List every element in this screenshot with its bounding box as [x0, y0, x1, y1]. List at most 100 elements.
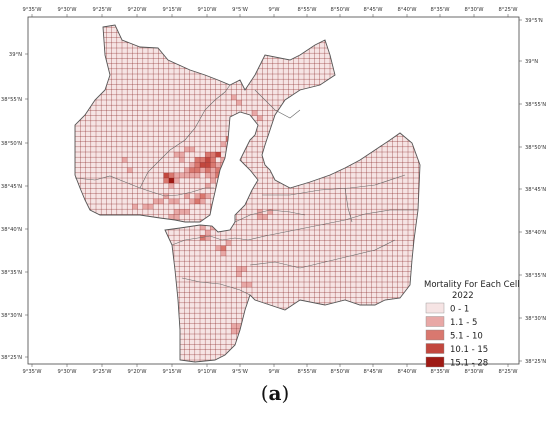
mortality-cell	[205, 235, 211, 241]
legend-title-line1: Mortality For Each Cell	[424, 280, 520, 290]
mortality-cell	[200, 162, 206, 168]
mortality-cell	[231, 328, 237, 334]
left-tick-label: 38°45'N	[1, 184, 22, 190]
mortality-cell	[236, 266, 242, 272]
mortality-cell	[220, 141, 226, 147]
mortality-cell	[179, 157, 185, 163]
bottom-tick-label: 8°25'W	[498, 369, 517, 375]
bottom-tick-label: 9°35'W	[22, 369, 41, 375]
mortality-cell	[257, 214, 263, 220]
axis-ticks	[25, 14, 522, 367]
mortality-cell	[200, 167, 206, 173]
mortality-cell	[220, 172, 226, 178]
mortality-cell	[174, 178, 180, 184]
legend-swatch	[425, 329, 445, 341]
study-area-outline	[74, 24, 421, 363]
mortality-cell	[132, 204, 138, 210]
mortality-cell	[189, 162, 195, 168]
bottom-tick-label: 8°55'W	[297, 369, 316, 375]
legend-swatch	[425, 343, 445, 354]
bottom-tick-label: 8°50'W	[330, 369, 349, 375]
mortality-cell	[215, 245, 221, 251]
mortality-cell	[179, 172, 185, 178]
mortality-cell	[210, 152, 216, 158]
mortality-cell	[168, 172, 174, 178]
mortality-cell	[215, 162, 221, 168]
mortality-cell	[127, 167, 133, 173]
bottom-tick-label: 8°35'W	[430, 369, 449, 375]
mortality-cell	[168, 198, 174, 204]
mortality-cell	[236, 271, 242, 277]
study-area-land	[75, 25, 420, 362]
left-tick-label: 38°30'N	[1, 313, 22, 319]
mortality-cell	[220, 245, 226, 251]
legend-label: 10.1 - 15	[450, 345, 488, 355]
mortality-cell	[163, 172, 169, 178]
top-tick-label: 9°10'W	[197, 7, 216, 13]
top-tick-label: 8°30'W	[464, 7, 483, 13]
mortality-cell	[205, 167, 211, 173]
mortality-cell	[153, 198, 159, 204]
mortality-cell	[210, 172, 216, 178]
mortality-cell	[241, 115, 247, 121]
mortality-cell	[174, 172, 180, 178]
mortality-cell	[194, 198, 200, 204]
mortality-cell	[205, 157, 211, 163]
legend-swatch	[425, 356, 445, 368]
mortality-cell	[220, 250, 226, 256]
right-tick-label: 38°45'N	[525, 187, 546, 193]
mortality-cell	[215, 172, 221, 178]
mortality-cell	[231, 126, 237, 132]
mortality-cell	[236, 131, 242, 137]
top-tick-label: 8°55'W	[297, 7, 316, 13]
mortality-cell	[236, 328, 242, 334]
mortality-cell	[142, 204, 148, 210]
bottom-tick-label: 8°40'W	[397, 369, 416, 375]
mortality-cell	[200, 235, 206, 241]
mortality-cell	[122, 157, 128, 163]
mortality-cell	[220, 157, 226, 163]
legend-label: 0 - 1	[450, 305, 469, 315]
right-tick-label: 38°30'N	[525, 316, 546, 322]
mortality-cell	[215, 152, 221, 158]
mortality-cell	[231, 136, 237, 142]
top-tick-label: 8°25'W	[498, 7, 517, 13]
mortality-cell	[210, 157, 216, 163]
mortality-cell	[189, 167, 195, 173]
legend-title-line2: 2022	[452, 291, 474, 301]
mortality-cell	[174, 209, 180, 215]
mortality-cell	[262, 214, 268, 220]
mortality-cell	[200, 193, 206, 199]
right-tick-label: 38°55'N	[525, 102, 546, 108]
caption-letter: a	[268, 381, 282, 405]
mortality-cell	[184, 172, 190, 178]
mortality-cell	[252, 110, 258, 116]
legend: Mortality For Each Cell 2022 0 - 1 1.1 - …	[424, 280, 520, 369]
mortality-cell	[194, 172, 200, 178]
mortality-cell	[168, 183, 174, 189]
mortality-cell	[231, 157, 237, 163]
mortality-cell	[267, 209, 273, 215]
mortality-cell	[257, 115, 263, 121]
mortality-cell	[200, 157, 206, 163]
legend-swatch	[425, 316, 445, 327]
top-tick-label: 9°W	[268, 7, 279, 13]
mortality-cell	[158, 198, 164, 204]
top-tick-label: 9°35'W	[22, 7, 41, 13]
left-tick-label: 38°25'N	[1, 355, 22, 361]
municipal-boundaries	[74, 84, 418, 296]
bottom-tick-label: 8°45'W	[363, 369, 382, 375]
legend-label: 1.1 - 5	[450, 318, 477, 328]
left-tick-label: 38°35'N	[1, 270, 22, 276]
bottom-tick-label: 9°5'W	[232, 369, 248, 375]
mortality-cell	[205, 183, 211, 189]
mortality-cell	[194, 167, 200, 173]
bottom-tick-label: 9°20'W	[127, 369, 146, 375]
mortality-cell	[205, 219, 211, 225]
top-tick-label: 9°5'W	[232, 7, 248, 13]
mortality-cell	[194, 193, 200, 199]
mortality-cell	[231, 323, 237, 329]
legend-swatch	[425, 302, 445, 314]
mortality-cell	[179, 209, 185, 215]
mortality-cell	[257, 209, 263, 215]
